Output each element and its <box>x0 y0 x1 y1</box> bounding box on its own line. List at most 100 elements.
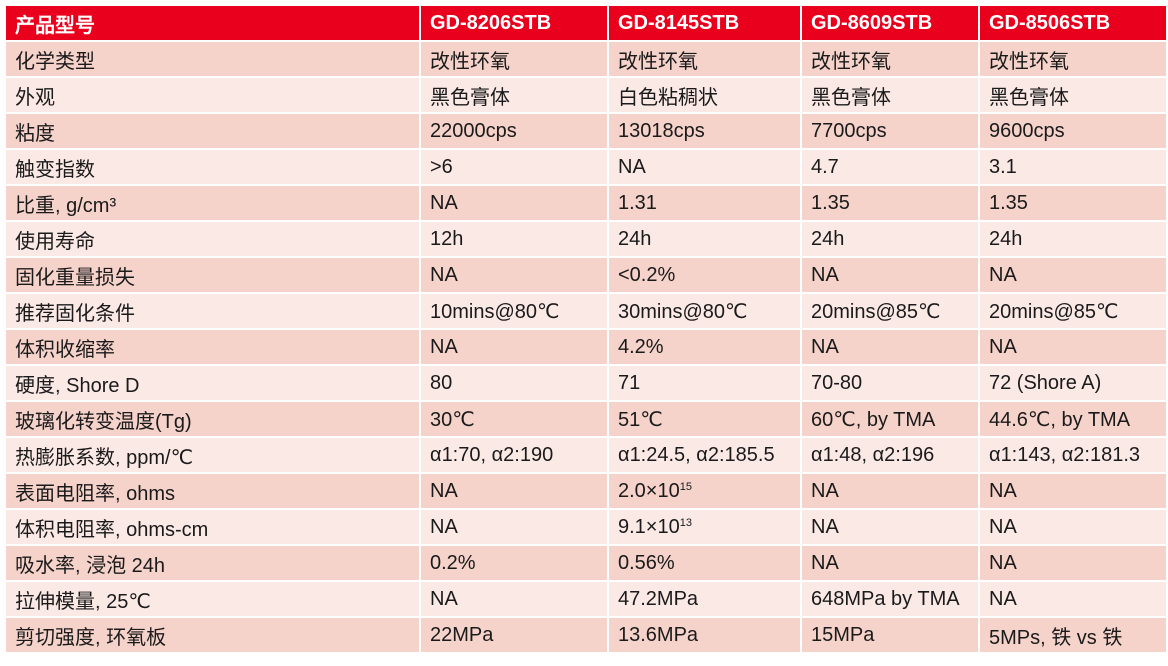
table-row: 固化重量损失 NA <0.2% NA NA <box>4 256 1168 294</box>
table-cell: 47.2MPa <box>607 580 802 618</box>
row-label: 触变指数 <box>4 148 421 186</box>
table-cell: NA <box>978 580 1168 618</box>
row-label: 体积收缩率 <box>4 328 421 366</box>
table-cell: 4.7 <box>800 148 980 186</box>
table-cell: NA <box>419 184 609 222</box>
table-row: 吸水率, 浸泡 24h 0.2% 0.56% NA NA <box>4 544 1168 582</box>
table-row: 使用寿命 12h 24h 24h 24h <box>4 220 1168 258</box>
table-cell: 24h <box>978 220 1168 258</box>
table-cell: 80 <box>419 364 609 402</box>
header-cell-model-4: GD-8506STB <box>978 4 1168 42</box>
table-cell: 改性环氧 <box>978 40 1168 78</box>
table-cell: 10mins@80℃ <box>419 292 609 330</box>
table-cell: 0.56% <box>607 544 802 582</box>
row-label: 拉伸模量, 25℃ <box>4 580 421 618</box>
table-cell: 15MPa <box>800 616 980 654</box>
table-cell: 1.35 <box>978 184 1168 222</box>
table-row: 粘度 22000cps 13018cps 7700cps 9600cps <box>4 112 1168 150</box>
table-row: 玻璃化转变温度(Tg) 30℃ 51℃ 60℃, by TMA 44.6℃, by TM… <box>4 400 1168 438</box>
row-label: 表面电阻率, ohms <box>4 472 421 510</box>
table-cell: 改性环氧 <box>800 40 980 78</box>
table-cell: 7700cps <box>800 112 980 150</box>
header-row: 产品型号 GD-8206STB GD-8145STB GD-8609STB GD-850… <box>4 4 1168 42</box>
row-label: 固化重量损失 <box>4 256 421 294</box>
cell-base: 9.1×10 <box>618 515 680 538</box>
table-cell: 20mins@85℃ <box>800 292 980 330</box>
table-cell: 白色粘稠状 <box>607 76 802 114</box>
table-body: 化学类型 改性环氧 改性环氧 改性环氧 改性环氧 外观 黑色膏体 白色粘稠状 黑色膏体 黑色膏体粘… <box>4 40 1168 654</box>
row-label: 化学类型 <box>4 40 421 78</box>
table-cell: <0.2% <box>607 256 802 294</box>
table-cell: 1.35 <box>800 184 980 222</box>
cell-exponent: 13 <box>679 516 692 529</box>
cell-base: 2.0×10 <box>618 479 680 502</box>
table-cell: 24h <box>607 220 802 258</box>
table-cell: NA <box>607 148 802 186</box>
table-cell: 22000cps <box>419 112 609 150</box>
table-cell: NA <box>419 328 609 366</box>
header-cell-model-3: GD-8609STB <box>800 4 980 42</box>
table-cell: NA <box>800 472 980 510</box>
row-label: 使用寿命 <box>4 220 421 258</box>
table-row: 拉伸模量, 25℃ NA 47.2MPa 648MPa by TMA NA <box>4 580 1168 618</box>
table-cell: 60℃, by TMA <box>800 400 980 438</box>
table-cell: 22MPa <box>419 616 609 654</box>
table-cell: NA <box>419 508 609 546</box>
table-cell: 4.2% <box>607 328 802 366</box>
table-cell: α1:24.5, α2:185.5 <box>607 436 802 474</box>
table-cell: 648MPa by TMA <box>800 580 980 618</box>
table-cell: NA <box>419 472 609 510</box>
table-cell: NA <box>978 544 1168 582</box>
table-cell: 72 (Shore A) <box>978 364 1168 402</box>
row-label: 吸水率, 浸泡 24h <box>4 544 421 582</box>
table-cell: 20mins@85℃ <box>978 292 1168 330</box>
row-label: 硬度, Shore D <box>4 364 421 402</box>
table-row: 化学类型 改性环氧 改性环氧 改性环氧 改性环氧 <box>4 40 1168 78</box>
product-spec-table: 产品型号 GD-8206STB GD-8145STB GD-8609STB GD-850… <box>4 4 1168 654</box>
table-cell: 黑色膏体 <box>978 76 1168 114</box>
row-label: 推荐固化条件 <box>4 292 421 330</box>
table-cell: NA <box>800 256 980 294</box>
table-cell: NA <box>419 256 609 294</box>
table-cell: NA <box>419 580 609 618</box>
table-cell: 0.2% <box>419 544 609 582</box>
table-cell: NA <box>978 508 1168 546</box>
table-cell: 改性环氧 <box>419 40 609 78</box>
table-cell: 黑色膏体 <box>800 76 980 114</box>
table-row: 表面电阻率, ohms NA 2.0×1015 NA NA <box>4 472 1168 510</box>
table-row: 剪切强度, 环氧板 22MPa 13.6MPa 15MPa 5MPs, 铁 vs 铁 <box>4 616 1168 654</box>
table-cell: 9600cps <box>978 112 1168 150</box>
table-cell: α1:70, α2:190 <box>419 436 609 474</box>
table-cell: 5MPs, 铁 vs 铁 <box>978 616 1168 654</box>
table-row: 比重, g/cm³ NA 1.31 1.35 1.35 <box>4 184 1168 222</box>
table-cell: NA <box>978 256 1168 294</box>
cell-exponent: 15 <box>679 480 692 493</box>
header-cell-model-2: GD-8145STB <box>607 4 802 42</box>
table-cell: 71 <box>607 364 802 402</box>
table-cell: α1:48, α2:196 <box>800 436 980 474</box>
table-cell: NA <box>800 328 980 366</box>
header-cell-product-model: 产品型号 <box>4 4 421 42</box>
table-cell: 改性环氧 <box>607 40 802 78</box>
row-label: 粘度 <box>4 112 421 150</box>
row-label: 外观 <box>4 76 421 114</box>
table-cell: >6 <box>419 148 609 186</box>
table-row: 体积电阻率, ohms-cm NA 9.1×1013 NA NA <box>4 508 1168 546</box>
table-cell: 13018cps <box>607 112 802 150</box>
table-cell: 24h <box>800 220 980 258</box>
table-cell: 30mins@80℃ <box>607 292 802 330</box>
table-header: 产品型号 GD-8206STB GD-8145STB GD-8609STB GD-850… <box>4 4 1168 42</box>
table-cell: 13.6MPa <box>607 616 802 654</box>
table-cell: NA <box>800 508 980 546</box>
table-row: 外观 黑色膏体 白色粘稠状 黑色膏体 黑色膏体 <box>4 76 1168 114</box>
table-row: 硬度, Shore D 80 71 70-80 72 (Shore A) <box>4 364 1168 402</box>
table-row: 体积收缩率 NA 4.2% NA NA <box>4 328 1168 366</box>
table-cell: 70-80 <box>800 364 980 402</box>
table-row: 热膨胀系数, ppm/℃ α1:70, α2:190 α1:24.5, α2:185… <box>4 436 1168 474</box>
table-cell: 黑色膏体 <box>419 76 609 114</box>
table-cell: 2.0×1015 <box>607 472 802 510</box>
row-label: 热膨胀系数, ppm/℃ <box>4 436 421 474</box>
table-cell: 9.1×1013 <box>607 508 802 546</box>
table-row: 推荐固化条件 10mins@80℃ 30mins@80℃ 20mins@85℃ 20mi… <box>4 292 1168 330</box>
table-cell: α1:143, α2:181.3 <box>978 436 1168 474</box>
